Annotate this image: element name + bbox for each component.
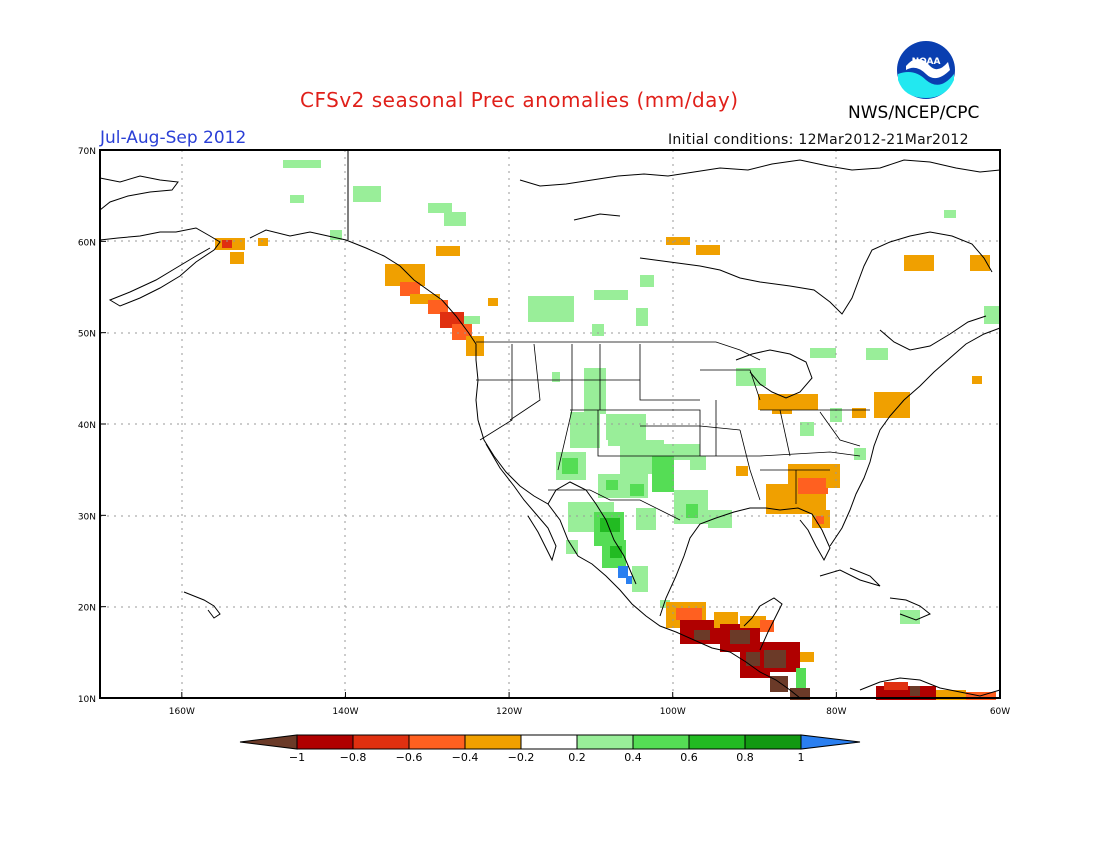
lat-tick-label: 50N xyxy=(78,330,96,340)
latitude-axis: 70N 60N 50N 40N 30N 20N 10N xyxy=(78,147,106,705)
lat-tick-label: 60N xyxy=(78,238,96,248)
lon-tick-label: 140W xyxy=(332,707,358,717)
color-legend: −1 −0.8 −0.6 −0.4 −0.2 0.2 0.4 0.6 0.8 1 xyxy=(239,734,861,764)
legend-swatch xyxy=(520,734,578,750)
legend-swatch xyxy=(408,734,466,750)
legend-label: 0.8 xyxy=(736,751,754,764)
coastlines xyxy=(99,150,1001,699)
lon-tick-label: 100W xyxy=(660,707,686,717)
lat-tick-label: 30N xyxy=(78,512,96,522)
legend-low-arrow xyxy=(239,734,298,750)
lat-tick-label: 40N xyxy=(78,421,96,431)
legend-label: 0.2 xyxy=(568,751,586,764)
legend-swatch xyxy=(632,734,690,750)
legend-swatch xyxy=(744,734,802,750)
lon-tick-label: 160W xyxy=(169,707,195,717)
initial-conditions-label: Initial conditions: 12Mar2012-21Mar2012 xyxy=(668,132,969,148)
legend-swatch xyxy=(576,734,634,750)
legend-label: −0.2 xyxy=(508,751,535,764)
lon-tick-label: 60W xyxy=(990,707,1010,717)
legend-high-arrow xyxy=(800,734,861,750)
political-borders xyxy=(476,341,870,521)
legend-label: −1 xyxy=(289,751,305,764)
legend-swatch xyxy=(296,734,354,750)
noaa-logo: NOAA xyxy=(897,41,955,99)
legend-label: −0.6 xyxy=(396,751,423,764)
legend-label: −0.4 xyxy=(452,751,479,764)
lon-tick-label: 120W xyxy=(496,707,522,717)
logo-text: NOAA xyxy=(912,57,941,67)
legend-label: 0.6 xyxy=(680,751,698,764)
legend-label: −0.8 xyxy=(340,751,367,764)
agency-label: NWS/NCEP/CPC xyxy=(848,103,980,123)
legend-label: 0.4 xyxy=(624,751,642,764)
legend-label: 1 xyxy=(798,751,805,764)
lat-tick-label: 70N xyxy=(78,147,96,157)
lon-tick-label: 80W xyxy=(826,707,846,717)
longitude-axis: 160W 140W 120W 100W 80W 60W xyxy=(169,692,1010,717)
legend-swatch xyxy=(688,734,746,750)
map-title: CFSv2 seasonal Prec anomalies (mm/day) xyxy=(300,88,739,112)
lat-tick-label: 10N xyxy=(78,695,96,705)
legend-swatch xyxy=(464,734,522,750)
lat-tick-label: 20N xyxy=(78,604,96,614)
graticule xyxy=(100,150,1000,698)
season-label: Jul-Aug-Sep 2012 xyxy=(100,128,247,148)
legend-swatch xyxy=(352,734,410,750)
